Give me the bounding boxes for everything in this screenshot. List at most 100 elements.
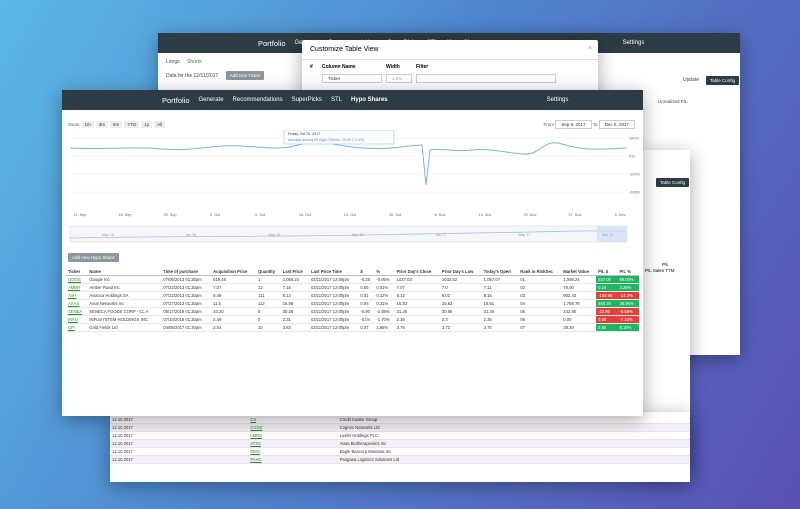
cell: 02/11/2017 12:00pm (308, 323, 359, 332)
cell[interactable]: AMBR (66, 283, 88, 292)
zoom-button[interactable]: YTD (124, 121, 140, 128)
cell[interactable]: GFI (66, 323, 88, 332)
cell: 8 (256, 307, 281, 316)
cell: Amber Road Inc (87, 283, 162, 292)
add-button[interactable]: Add new Hypo Share (68, 253, 119, 262)
cell: 8.15 (481, 291, 519, 300)
col-header: P/L Sales TTM (645, 268, 675, 273)
cell: 7.07 (211, 283, 257, 292)
cell: 3.76 (394, 323, 440, 332)
cell: 1,057.07 (481, 275, 519, 284)
cell: 12 (256, 283, 281, 292)
cell: 0.05 (358, 283, 375, 292)
nav-item[interactable]: SuperPicks (291, 97, 322, 103)
update[interactable]: Update (683, 77, 700, 83)
input[interactable]: 2.5% (386, 74, 412, 83)
x-tick-label: 25. Sep (163, 213, 176, 217)
cell: ATXS (248, 439, 338, 448)
table-row: 12.10.2017 PAHC Pangaea Logistics Solution… (110, 455, 690, 464)
cell: 05 (518, 307, 562, 316)
navigator-label: Jan '16 (185, 233, 196, 237)
cell: 02/11/2017 12:00pm (308, 315, 359, 324)
cell[interactable]: AXAS (66, 299, 88, 308)
cell: 7.07 (394, 283, 440, 292)
cell: 07/27/2013 01:30pm (161, 299, 212, 308)
cell: 12.10.2017 (110, 447, 249, 456)
cell: 03 (518, 291, 562, 300)
cell: 07/22/2013 01:30pm (161, 291, 212, 300)
x-tick-label: 27. Nov (568, 213, 581, 217)
table-row: 12.10.2017 EBIX Eagle Bancorp Montana Inc (110, 447, 690, 456)
cell: 05/17/2016 01:30pm (161, 307, 212, 316)
zoom-button[interactable]: 1y (141, 121, 153, 128)
cell: Eagle Bancorp Montana Inc (337, 447, 690, 456)
cell: 111 (256, 291, 281, 300)
settings[interactable]: Settings (622, 40, 645, 46)
close[interactable]: × (587, 45, 592, 52)
cell[interactable]: GOOG (66, 275, 88, 284)
cell[interactable]: SENEA (66, 307, 88, 316)
brand: Portfolio (162, 95, 190, 105)
tooltip-text: Average among all Hypo Shares: 23.09 (+3… (288, 138, 364, 142)
back-toolbar: Longs Shorts Data for the 12/11/2017 Add… (158, 53, 740, 104)
cell: 07/10/2016 01:30pm (161, 315, 212, 324)
cell: 12.10.2017 (110, 416, 249, 424)
table-config[interactable]: Table Config (706, 76, 740, 85)
tab[interactable]: Longs (166, 59, 180, 65)
col-header: Last Price (280, 268, 309, 276)
cell: 0.05 (358, 299, 375, 308)
cell: 07/22/2013 01:30pm (161, 283, 212, 292)
cell: -1.70% (374, 315, 395, 324)
x-tick-label: 2. Oct (210, 213, 221, 217)
col-header: Prior Day's Close (394, 268, 440, 276)
cell[interactable]: AVH (66, 291, 88, 300)
cell: 15.83 (394, 299, 440, 308)
bottom-window: 12.10.2017 CS Credit Suisse Group 12.10.201… (110, 412, 690, 482)
chart: Friday, Oct 20, 2017 Average among all H… (69, 130, 641, 243)
col-header: Time of purchase (161, 268, 212, 276)
cell: 2.3 (439, 315, 482, 324)
nav-item[interactable]: STL (330, 97, 342, 103)
col-header: Market Value (561, 268, 597, 276)
settings[interactable]: Settings (546, 97, 569, 103)
nav-item[interactable]: Generate (198, 97, 224, 103)
navigator-label: Jan '17 (435, 233, 446, 237)
cell: 1,789.76 (561, 299, 597, 308)
table-config[interactable]: Table Config (656, 178, 690, 187)
zoom-button[interactable]: 6m (110, 121, 123, 128)
modal-header: # Column Name Width Filter (302, 60, 598, 74)
cell: 1,056.24 (280, 275, 309, 284)
zoom-button[interactable]: All (154, 121, 166, 128)
cell: -22.80 (596, 307, 618, 316)
brand: Portfolio (258, 38, 286, 48)
input[interactable] (416, 74, 556, 83)
to-label: To (592, 122, 598, 127)
cell[interactable]: INFU (66, 315, 88, 324)
cell: 07/06/2013 01:30pm (161, 275, 212, 284)
cell: 8.13 (280, 291, 309, 300)
cell: 12.10.2017 (110, 431, 249, 440)
add-button[interactable]: Add new Ticker (225, 71, 265, 80)
cell: -0.25 (358, 275, 375, 284)
from-date[interactable]: Sep 8, 2017 (555, 120, 592, 129)
navigator-line (69, 230, 628, 239)
cell: 3.28% (617, 283, 639, 292)
cell: CGNX (248, 423, 338, 432)
nav-item[interactable]: Recommendations (232, 97, 283, 103)
zoom-button[interactable]: 3m (95, 121, 109, 128)
table-row: AMBR Amber Road Inc 07/22/2013 01:30pm 7.07… (66, 283, 639, 292)
tab[interactable]: Shorts (187, 59, 202, 65)
col-header: Ticker (66, 268, 88, 276)
cell: 7.11 (481, 283, 519, 292)
cell: -2.88% (374, 307, 395, 316)
modal-col: Width (386, 64, 400, 70)
cell: 8.12 (394, 291, 440, 300)
zoom-button[interactable]: 1m (81, 121, 94, 128)
nav-item[interactable]: Hypo Shares (350, 97, 388, 103)
cell: 12.10.2017 (110, 455, 249, 464)
to-date[interactable]: Dec 8, 2017 (598, 120, 635, 129)
cell: 15.98 (280, 299, 309, 308)
table-row: 12.10.2017 CS Credit Suisse Group (110, 416, 690, 424)
input[interactable]: Ticker (322, 74, 382, 83)
